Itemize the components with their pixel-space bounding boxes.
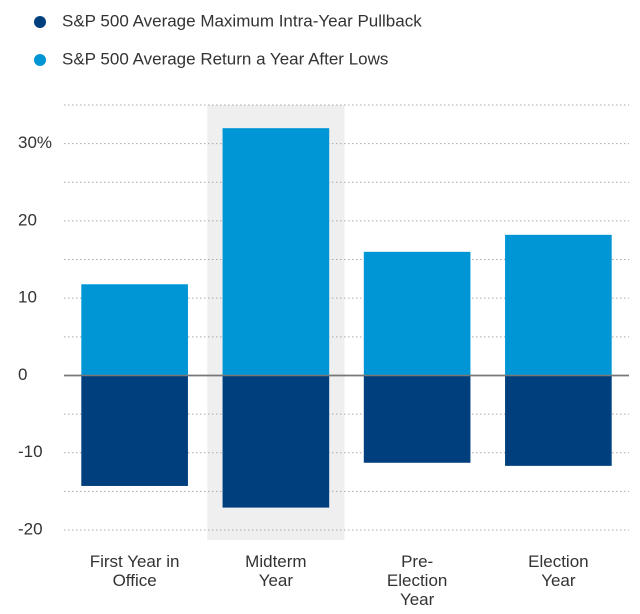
- x-tick-label: First Year in Office: [89, 552, 180, 590]
- bar: [222, 375, 330, 508]
- y-tick-label: 20: [18, 210, 37, 229]
- y-tick-label: 10: [18, 288, 37, 307]
- bar: [81, 284, 188, 376]
- x-tick-label: Election Year: [528, 552, 589, 590]
- legend-label: S&P 500 Average Return a Year After Lows: [62, 49, 388, 68]
- bar: [363, 375, 471, 463]
- bar: [363, 251, 471, 376]
- bar: [505, 234, 612, 376]
- legend-marker: [34, 54, 46, 66]
- bar: [505, 375, 612, 466]
- x-tick-label: Pre-Election Year: [386, 552, 448, 609]
- bar: [222, 128, 330, 376]
- bar: [81, 375, 188, 486]
- y-tick-label: -20: [18, 519, 43, 538]
- x-tick-label: Midterm Year: [245, 552, 307, 590]
- legend-label: S&P 500 Average Maximum Intra-Year Pullb…: [62, 11, 422, 30]
- legend-marker: [34, 16, 46, 28]
- y-tick-label: 0: [18, 365, 27, 384]
- y-tick-label: 30%: [18, 133, 52, 152]
- y-tick-label: -10: [18, 442, 43, 461]
